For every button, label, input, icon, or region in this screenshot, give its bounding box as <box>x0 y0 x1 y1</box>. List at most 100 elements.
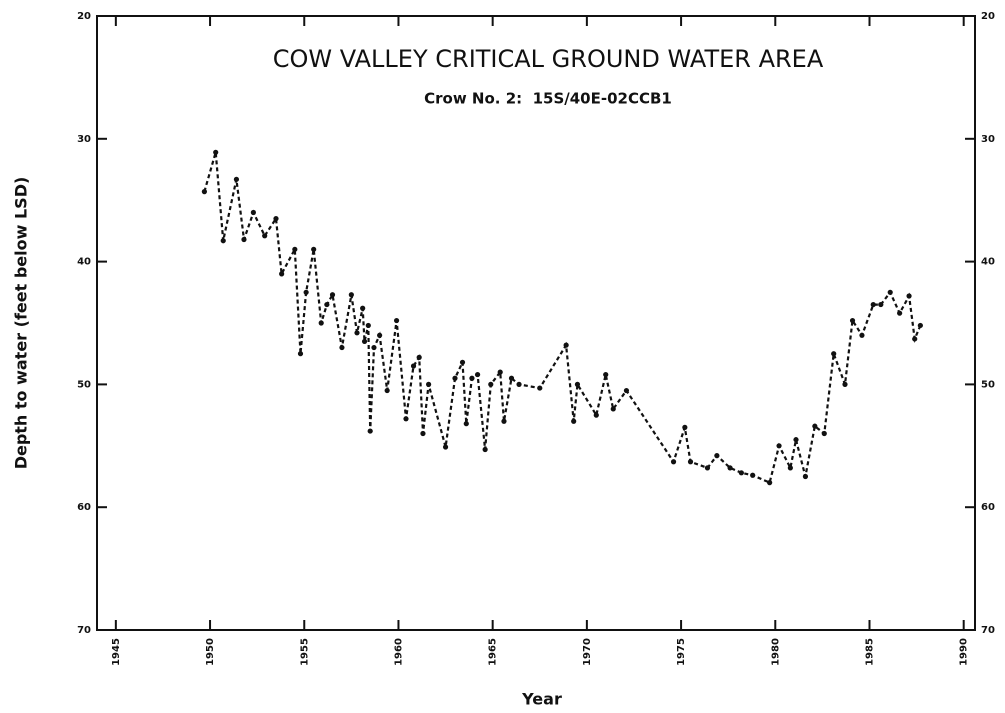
data-point <box>887 289 893 295</box>
data-point <box>831 351 837 357</box>
data-point <box>497 369 503 375</box>
data-point <box>682 424 688 430</box>
data-point <box>361 338 368 345</box>
data-point <box>670 459 677 465</box>
data-point <box>802 473 809 480</box>
data-point <box>593 412 599 418</box>
y-tick-label-right: 40 <box>981 257 995 268</box>
data-point <box>912 336 918 342</box>
x-tick-label: 1970 <box>582 638 593 666</box>
data-point <box>452 375 458 381</box>
data-point <box>793 437 799 443</box>
data-point <box>687 459 694 465</box>
data-point <box>776 443 782 449</box>
y-tick-label: 20 <box>77 11 91 22</box>
data-point <box>360 305 366 311</box>
data-point <box>410 363 417 369</box>
x-tick-label: 1985 <box>864 638 875 666</box>
data-point <box>603 371 609 378</box>
data-point <box>897 310 903 316</box>
data-point <box>233 176 240 182</box>
data-point <box>213 149 219 155</box>
y-axis-label: Depth to water (feet below LSD) <box>12 177 31 470</box>
x-tick-label: 1990 <box>959 638 970 666</box>
data-point <box>262 233 268 239</box>
data-point <box>623 387 630 394</box>
data-point <box>571 418 577 424</box>
y-tick-label-right: 60 <box>981 502 995 513</box>
data-point <box>384 387 390 394</box>
data-point <box>767 480 773 486</box>
chart-subtitle: Crow No. 2: 15S/40E-02CCB1 <box>424 90 672 108</box>
x-tick-label: 1965 <box>488 638 499 666</box>
data-point <box>849 317 856 324</box>
x-axis-label: Year <box>521 690 562 709</box>
data-line <box>203 151 922 485</box>
data-point <box>474 371 481 378</box>
data-point <box>339 344 345 351</box>
data-point <box>878 301 884 308</box>
data-point <box>859 332 865 338</box>
data-point <box>787 465 793 471</box>
y-tick-label-right: 20 <box>981 11 995 22</box>
data-point <box>812 423 818 429</box>
x-tick-label: 1945 <box>111 638 122 666</box>
data-point <box>403 416 409 422</box>
data-point <box>738 470 744 476</box>
data-point <box>348 292 354 298</box>
y-tick-label: 40 <box>77 257 91 268</box>
x-tick-label: 1975 <box>676 638 687 666</box>
data-point <box>303 289 309 295</box>
data-point <box>426 381 432 387</box>
data-point <box>750 472 756 478</box>
data-point <box>463 421 469 427</box>
data-point <box>365 322 371 329</box>
data-point <box>220 238 226 244</box>
data-point <box>906 293 912 299</box>
data-point <box>354 330 360 336</box>
data-point <box>311 246 317 252</box>
data-point <box>241 236 247 243</box>
chart-title: COW VALLEY CRITICAL GROUND WATER AREA <box>273 45 824 73</box>
data-point <box>821 430 827 437</box>
data-point <box>442 444 449 450</box>
data-point <box>482 446 488 453</box>
data-point <box>501 418 507 424</box>
data-point <box>201 189 207 195</box>
data-point <box>610 406 616 412</box>
y-tick-label: 60 <box>77 502 91 513</box>
x-tick-label: 1950 <box>205 638 216 666</box>
data-point <box>870 301 876 308</box>
data-point <box>329 292 336 298</box>
data-point <box>318 320 324 326</box>
x-tick-label: 1955 <box>299 638 310 666</box>
y-tick-label-right: 30 <box>981 134 995 145</box>
data-point <box>516 381 522 387</box>
data-point <box>574 381 581 387</box>
data-point <box>727 465 733 471</box>
plot-frame <box>96 15 976 631</box>
data-point <box>297 351 304 357</box>
data-point <box>292 246 298 252</box>
y-tick-label-right: 50 <box>981 379 995 390</box>
data-point <box>273 216 279 222</box>
data-point <box>420 430 426 437</box>
x-tick-label: 1980 <box>770 638 781 666</box>
data-point <box>416 354 422 360</box>
data-point <box>537 385 543 391</box>
data-point <box>488 381 494 387</box>
y-tick-label: 70 <box>77 625 91 636</box>
data-point <box>714 453 720 459</box>
data-point <box>371 344 377 351</box>
y-tick-label: 50 <box>77 379 91 390</box>
data-point <box>469 375 475 381</box>
data-point <box>250 209 256 216</box>
data-point <box>842 381 848 387</box>
data-point <box>704 465 711 471</box>
data-point <box>563 342 569 348</box>
data-point <box>917 322 923 329</box>
data-point <box>377 332 383 338</box>
data-point <box>393 317 400 324</box>
data-point <box>459 359 466 365</box>
